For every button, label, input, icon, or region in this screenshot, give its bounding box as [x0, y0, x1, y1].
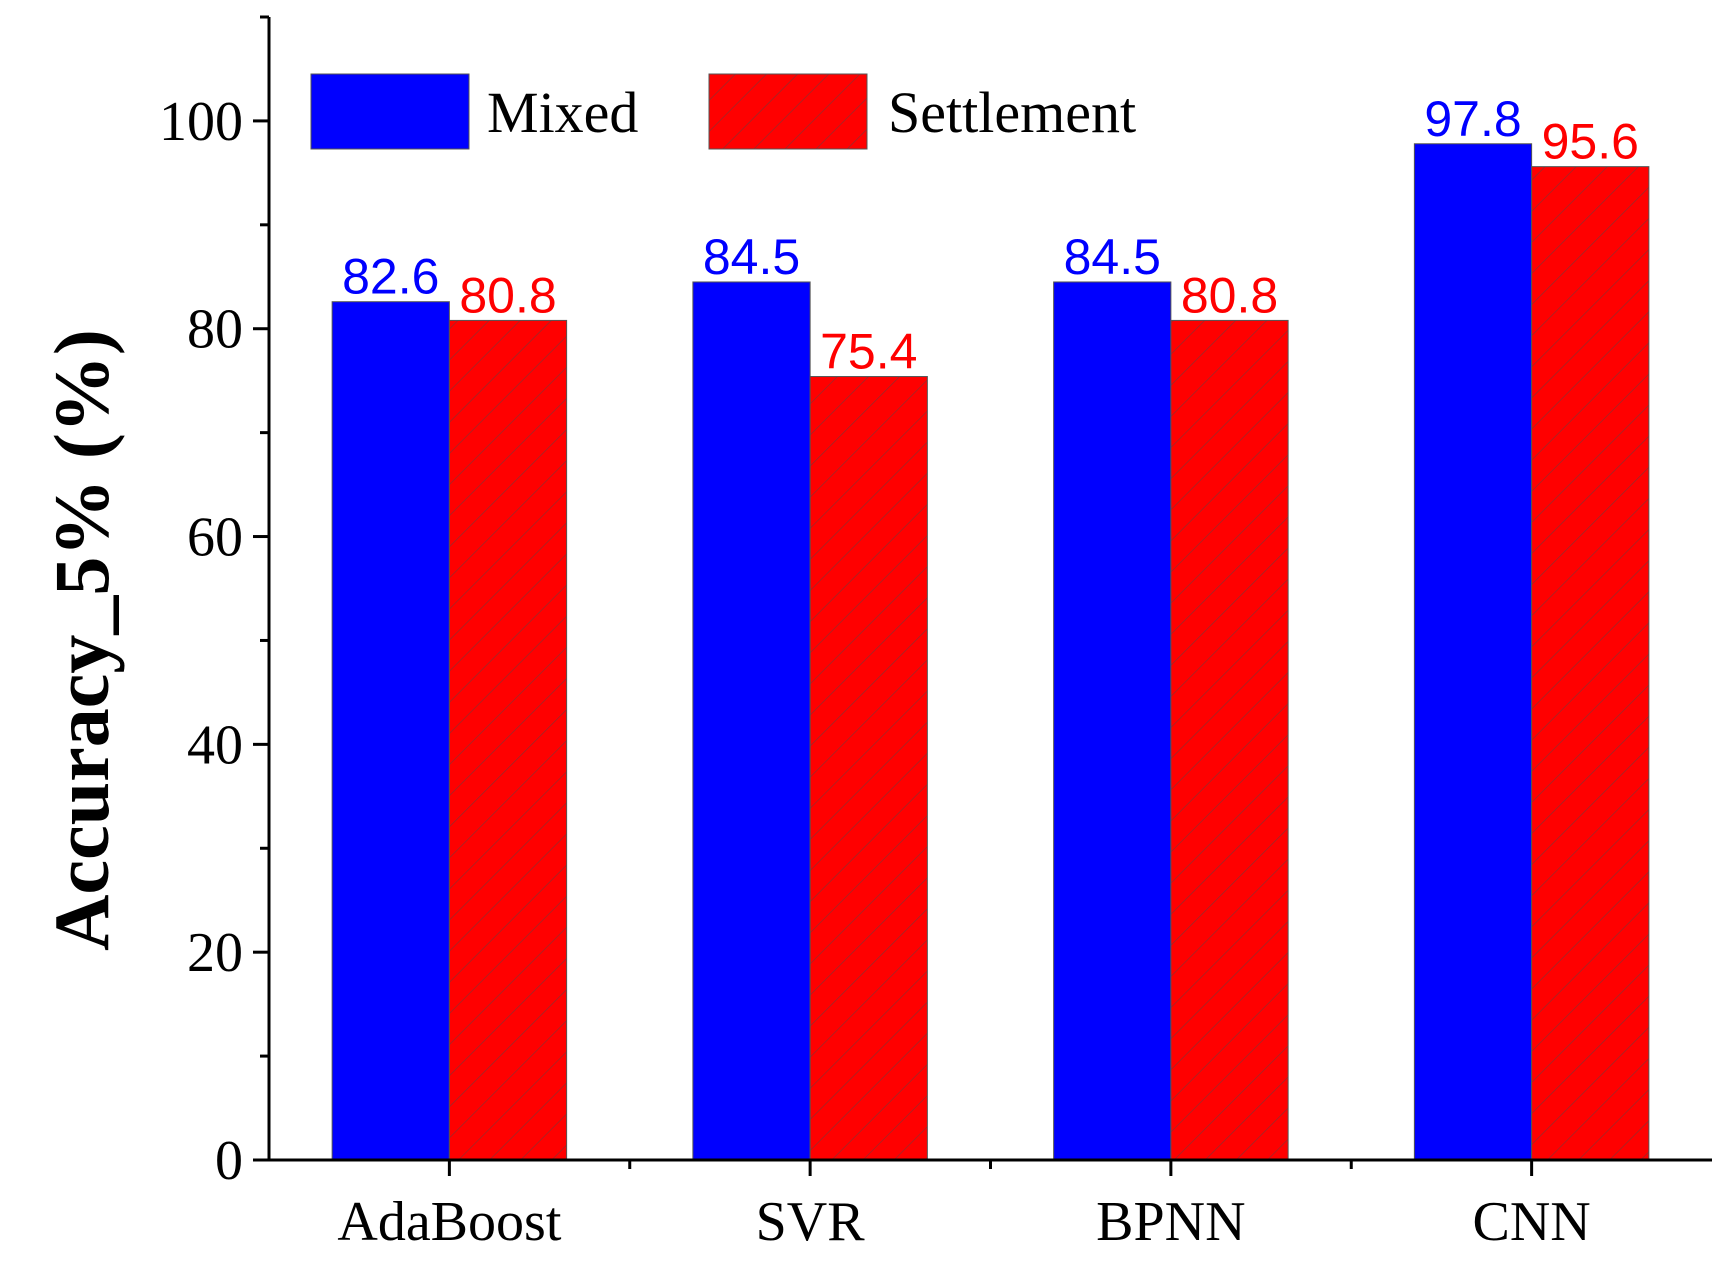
data-label: 95.6 — [1542, 114, 1639, 170]
y-tick-label: 100 — [159, 91, 243, 153]
y-tick-label: 80 — [187, 299, 243, 361]
data-label: 80.8 — [1181, 267, 1278, 323]
data-label: 97.8 — [1424, 91, 1521, 147]
y-tick-label: 0 — [215, 1130, 243, 1192]
bar-mixed-bpnn — [1053, 281, 1172, 1161]
data-label: 75.4 — [820, 324, 917, 380]
legend-swatch-settlement — [708, 73, 868, 150]
x-tick-label: BPNN — [1096, 1191, 1245, 1253]
data-label: 84.5 — [703, 229, 800, 285]
y-axis-label: Accuracy_5% (%) — [38, 329, 125, 951]
bar-settlement-adaboost — [448, 319, 568, 1161]
bar-settlement-svr — [809, 376, 928, 1161]
bar-mixed-svr — [692, 281, 811, 1161]
x-tick-label: CNN — [1473, 1191, 1591, 1253]
plot-area: 82.6 84.5 84.5 97.8 80.8 75.4 80.8 95.6 0 20 40 60 8… — [159, 15, 1712, 1253]
y-tick-label: 60 — [187, 507, 243, 569]
bar-mixed-adaboost — [331, 301, 450, 1161]
data-label: 80.8 — [459, 267, 556, 323]
legend-label-mixed: Mixed — [487, 80, 638, 145]
bar-settlement-cnn — [1531, 166, 1650, 1161]
legend-label-settlement: Settlement — [888, 80, 1136, 145]
x-tick-label: AdaBoost — [337, 1191, 561, 1253]
data-label: 82.6 — [342, 249, 439, 305]
data-label: 84.5 — [1064, 229, 1161, 285]
bar-settlement-bpnn — [1170, 319, 1289, 1161]
bar-mixed-cnn — [1413, 143, 1533, 1161]
y-tick-label: 40 — [187, 714, 243, 776]
legend: Mixed Settlement — [310, 73, 1136, 150]
legend-swatch-mixed — [310, 73, 470, 150]
x-tick-label: SVR — [756, 1191, 866, 1253]
y-tick-label: 20 — [187, 922, 243, 984]
